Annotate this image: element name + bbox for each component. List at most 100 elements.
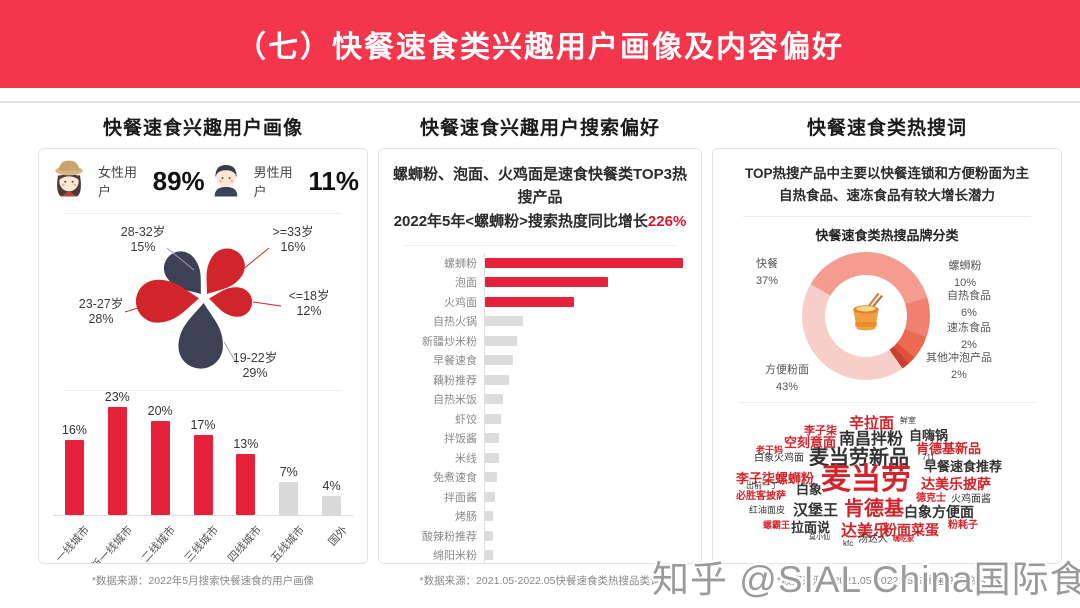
search-bar	[485, 335, 517, 346]
section-divider	[65, 390, 341, 391]
search-row: 免煮速食	[385, 467, 687, 487]
hot-words-summary-line2: 自热食品、速冻食品有较大增长潜力	[779, 187, 995, 203]
city-bar-value: 16%	[61, 423, 87, 437]
age-petal	[208, 287, 253, 317]
wordcloud-term: 麦当劳新品	[809, 447, 909, 470]
search-bar	[485, 374, 509, 385]
wordcloud-term: 711	[922, 453, 935, 463]
search-label: 自热米饭	[433, 394, 477, 406]
male-value: 11%	[308, 165, 359, 196]
city-bar-slot: 17%	[182, 418, 225, 515]
age-label: 23-27岁 28%	[79, 296, 123, 326]
donut-label: 自热食品 6%	[947, 290, 991, 320]
watermark: 知乎 @SIAL China国际食…	[652, 559, 1080, 600]
search-bar	[485, 394, 503, 404]
search-label: 虾饺	[455, 413, 477, 426]
wordcloud-term: 红油面皮	[749, 505, 786, 516]
wordcloud-term: 老干妈	[756, 445, 784, 456]
city-axis-label: 新一线城市	[89, 524, 135, 564]
donut-title: 快餐速食类热搜品牌分类	[815, 228, 959, 244]
source-note-right: *数据来源：2021.05-2022.05快餐速食类热搜词	[777, 575, 997, 587]
age-petal-chart: 28-32岁 15% >=33岁 16% <=18岁 12% 19-22岁 29% 23-27岁…	[39, 214, 367, 390]
section-divider	[739, 402, 1035, 404]
wordcloud-term: 白象	[796, 482, 823, 498]
male-user-stat: 男性用户 11%	[205, 158, 359, 205]
city-bar	[236, 454, 256, 515]
hot-words-summary-line1: TOP热搜产品中主要以快餐连锁和方便粉面为主	[744, 166, 1029, 181]
cup-noodle-icon	[843, 291, 889, 342]
city-bar-value: 20%	[147, 404, 173, 418]
age-label: <=18岁 12%	[288, 288, 329, 318]
search-row: 拌饭酱	[385, 428, 687, 448]
wordcloud-term: 粉面菜蛋	[883, 522, 939, 539]
wordcloud-term: 麦当劳	[821, 463, 911, 497]
search-label: 酸辣粉推荐	[422, 530, 477, 543]
wordcloud-term: 肯德基	[844, 498, 904, 521]
city-bar	[193, 435, 213, 515]
city-bar-slot: 16%	[53, 423, 96, 515]
search-bar	[485, 491, 495, 502]
wordcloud-term: 汉堡王	[793, 502, 839, 520]
wordcloud-term: 出前一丁	[746, 481, 778, 491]
search-summary: 螺蛳粉、泡面、火鸡面是速食快餐类TOP3热搜产品 2022年5年<螺蛳粉>搜索热…	[379, 149, 701, 245]
search-label: 泡面	[455, 277, 477, 289]
wordcloud-term: 辛拉面	[849, 415, 895, 433]
city-bar	[107, 407, 127, 515]
header-divider	[0, 101, 1080, 103]
search-label: 新疆炒米粉	[422, 335, 477, 348]
wordcloud-term: 螺霸王	[763, 520, 791, 531]
city-bar-slot: 7%	[267, 465, 310, 515]
hot-words-card: TOP热搜产品中主要以快餐连锁和方便粉面为主 自热食品、速冻食品有较大增长潜力 …	[712, 148, 1062, 564]
wordcloud-term: 自嗨锅	[909, 428, 949, 444]
city-bar-value: 4%	[322, 479, 341, 493]
search-bar	[485, 355, 513, 365]
search-row: 酸辣粉推荐	[385, 525, 687, 546]
wordcloud-term: 早餐速食推荐	[924, 459, 1003, 475]
wordcloud-term: 达美乐披萨	[921, 476, 991, 493]
search-label: 自热火锅	[433, 316, 477, 328]
search-label: 早餐速食	[433, 355, 477, 367]
search-label: 火鸡面	[444, 296, 477, 309]
city-bar-slot: 4%	[310, 479, 353, 515]
slide-header: （七）快餐速食类兴趣用户画像及内容偏好	[0, 0, 1080, 88]
age-label: 19-22岁 29%	[233, 350, 277, 380]
section-divider	[405, 244, 675, 246]
search-label: 免煮速食	[433, 472, 477, 484]
male-label: 男性用户	[253, 165, 293, 199]
age-label: >=33岁 16%	[272, 224, 313, 254]
search-preference-card: 螺蛳粉、泡面、火鸡面是速食快餐类TOP3热搜产品 2022年5年<螺蛳粉>搜索热…	[378, 148, 702, 564]
search-summary-line1: 螺蛳粉、泡面、火鸡面是速食快餐类TOP3热搜产品	[393, 166, 687, 207]
wordcloud-term: 粉耗子	[948, 520, 978, 532]
age-petal	[135, 279, 200, 323]
search-bar	[485, 472, 497, 482]
search-row: 新疆炒米粉	[385, 330, 687, 351]
wordcloud-term: 达美乐	[841, 523, 890, 541]
search-row: 早餐速食	[385, 350, 687, 370]
search-row: 绵阳米粉	[385, 545, 687, 563]
search-row: 烤肠	[385, 506, 687, 526]
search-bar	[485, 433, 499, 443]
wordcloud-term: 南昌拌粉	[839, 431, 904, 449]
wordcloud-term: 嗨吃家	[893, 536, 914, 544]
search-bar	[485, 296, 574, 307]
wordcloud-term: 白象方便面	[904, 504, 974, 521]
donut-label: 螺蛳粉 10%	[948, 260, 982, 290]
female-avatar-icon	[47, 157, 91, 206]
search-heat-bar-chart: 螺蛳粉 泡面 火鸡面 自热火锅 新疆炒米粉 早餐速食 藕粉推荐 自热米饭 虾饺 拌饭酱 米线 免煮速食…	[379, 246, 701, 563]
wordcloud-term: 必胜客披萨	[736, 491, 786, 503]
city-bar	[150, 421, 170, 515]
search-bar	[485, 530, 493, 541]
search-row: 拌面酱	[385, 486, 687, 507]
search-label: 绵阳米粉	[433, 550, 477, 562]
wordcloud-term: 李子柒	[804, 425, 837, 438]
search-row: 螺蛳粉	[385, 252, 687, 273]
section-divider	[743, 216, 1031, 218]
wordcloud-term: 德克士	[916, 493, 946, 505]
search-row: 泡面	[385, 272, 687, 292]
age-label: 28-32岁 15%	[121, 224, 165, 254]
male-avatar-icon	[205, 158, 247, 205]
donut-label: 方便粉面 43%	[765, 364, 809, 394]
user-portrait-card: 女性用户 89% 男性用户 11%	[38, 148, 368, 564]
age-petal	[206, 248, 245, 294]
